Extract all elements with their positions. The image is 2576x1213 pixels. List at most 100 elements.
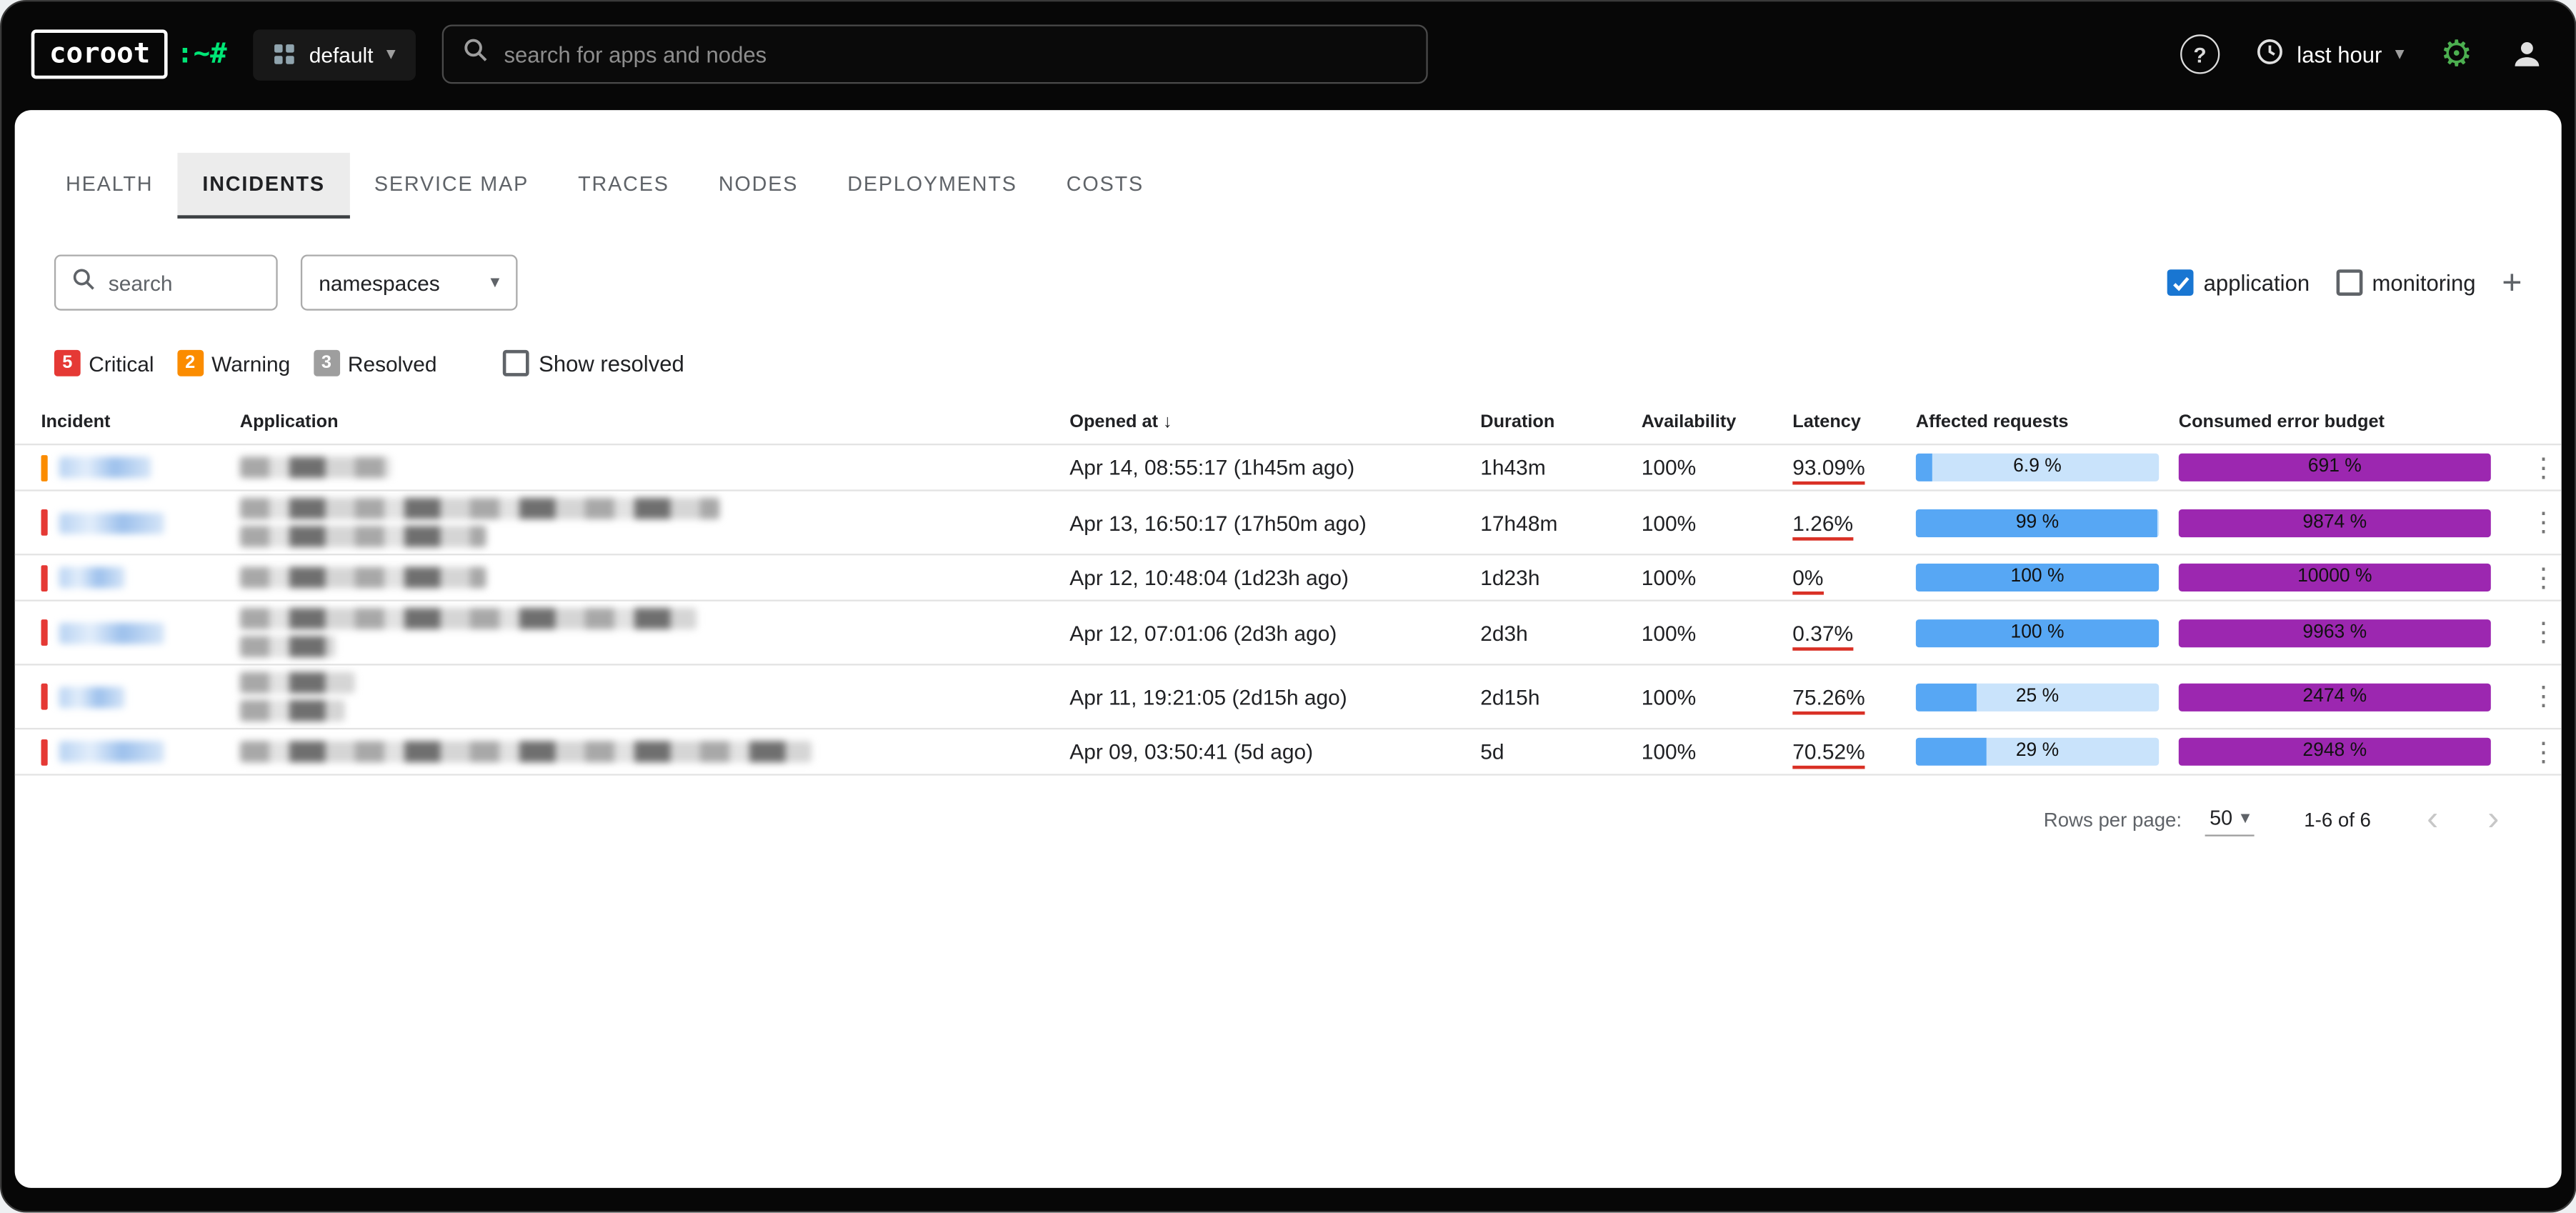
col-duration: Duration xyxy=(1480,412,1555,432)
tab-deployments[interactable]: DEPLOYMENTS xyxy=(847,172,1017,196)
opened-at-cell: Apr 12, 10:48:04 (1d23h ago) xyxy=(1069,565,1349,590)
incident-id-redacted[interactable] xyxy=(59,511,165,534)
incident-id-redacted[interactable] xyxy=(59,741,165,763)
incident-id-redacted[interactable] xyxy=(59,456,151,479)
resolved-count-badge: 3 xyxy=(313,349,340,376)
application-checkbox[interactable] xyxy=(2167,269,2194,296)
application-name-redacted[interactable] xyxy=(239,497,720,519)
time-range-picker[interactable]: last hour ▾ xyxy=(2256,38,2405,71)
tab-health[interactable]: HEALTH xyxy=(66,172,154,196)
show-resolved-checkbox[interactable] xyxy=(502,349,529,376)
row-menu-button[interactable]: ⋮ xyxy=(2530,509,2557,538)
incidents-table: Incident Application Opened at ↓ Duration… xyxy=(14,412,2562,776)
monitoring-checkbox[interactable] xyxy=(2335,269,2362,296)
availability-cell: 100% xyxy=(1641,684,1697,709)
sort-desc-icon[interactable]: ↓ xyxy=(1162,412,1172,432)
tab-costs[interactable]: COSTS xyxy=(1066,172,1144,196)
page-range-label: 1-6 of 6 xyxy=(2304,807,2371,831)
row-menu-button[interactable]: ⋮ xyxy=(2530,454,2557,483)
row-menu-button[interactable]: ⋮ xyxy=(2530,619,2557,648)
opened-at-cell: Apr 12, 07:01:06 (2d3h ago) xyxy=(1069,620,1337,645)
project-selector[interactable]: default ▾ xyxy=(253,29,416,80)
incident-id-redacted[interactable] xyxy=(59,686,125,708)
coroot-logo[interactable]: coroot :~# xyxy=(31,29,227,79)
row-menu-button[interactable]: ⋮ xyxy=(2530,564,2557,593)
duration-cell: 1h43m xyxy=(1480,455,1546,480)
application-name-redacted[interactable] xyxy=(239,566,486,589)
global-search-input[interactable] xyxy=(504,41,1407,67)
application-name-redacted[interactable] xyxy=(239,741,812,763)
global-search xyxy=(441,24,1428,84)
namespaces-select[interactable]: namespaces ▾ xyxy=(300,254,518,311)
opened-at-cell: Apr 13, 16:50:17 (17h50m ago) xyxy=(1069,510,1367,535)
col-opened-at[interactable]: Opened at ↓ xyxy=(1069,412,1172,432)
nav-tabs: HEALTH INCIDENTS SERVICE MAP TRACES NODE… xyxy=(15,110,2562,219)
opened-at-cell: Apr 11, 19:21:05 (2d15h ago) xyxy=(1069,684,1347,709)
error-budget-label: 2474 % xyxy=(2302,686,2367,706)
table-row[interactable]: Apr 11, 19:21:05 (2d15h ago) 2d15h 100% … xyxy=(14,664,2562,728)
application-name-redacted[interactable] xyxy=(239,636,336,657)
application-name-redacted[interactable] xyxy=(239,699,345,722)
table-row[interactable]: Apr 14, 08:55:17 (1h45m ago) 1h43m 100% … xyxy=(14,444,2562,489)
previous-page-button[interactable]: ‹ xyxy=(2427,800,2439,838)
latency-link[interactable]: 0.37% xyxy=(1792,620,1854,650)
opened-at-cell: Apr 14, 08:55:17 (1h45m ago) xyxy=(1069,455,1355,480)
topbar-actions: ? last hour ▾ ⚙ xyxy=(2180,34,2545,74)
col-application: Application xyxy=(239,412,339,432)
application-name-redacted[interactable] xyxy=(239,456,391,479)
latency-link[interactable]: 1.26% xyxy=(1792,510,1854,540)
affected-requests-bar: 99 % xyxy=(1915,508,2160,536)
incident-id-redacted[interactable] xyxy=(59,622,165,644)
availability-cell: 100% xyxy=(1641,455,1697,480)
latency-link[interactable]: 93.09% xyxy=(1792,455,1865,485)
affected-requests-label: 25 % xyxy=(2015,686,2060,706)
application-name-redacted[interactable] xyxy=(239,608,697,629)
duration-cell: 2d15h xyxy=(1480,684,1540,709)
tab-traces[interactable]: TRACES xyxy=(578,172,669,196)
table-row[interactable]: Apr 12, 10:48:04 (1d23h ago) 1d23h 100% … xyxy=(14,554,2562,599)
category-toggles: application monitoring + xyxy=(2167,264,2522,302)
incident-id-redacted[interactable] xyxy=(59,566,125,589)
clock-icon xyxy=(2256,38,2284,71)
col-availability: Availability xyxy=(1641,412,1737,432)
add-category-button[interactable]: + xyxy=(2502,264,2522,302)
severity-bar xyxy=(41,509,48,536)
rows-per-page-select[interactable]: 50 ▾ xyxy=(2205,802,2255,837)
latency-link[interactable]: 70.52% xyxy=(1792,739,1865,769)
error-budget-bar: 10000 % xyxy=(2178,563,2491,591)
pagination: Rows per page: 50 ▾ 1-6 of 6 ‹ › xyxy=(77,800,2500,838)
severity-bar xyxy=(41,454,48,481)
application-name-redacted[interactable] xyxy=(239,672,355,694)
severity-bar xyxy=(41,564,48,591)
project-icon xyxy=(273,43,296,66)
namespaces-label: namespaces xyxy=(319,270,440,295)
latency-link[interactable]: 0% xyxy=(1792,565,1824,595)
next-page-button[interactable]: › xyxy=(2487,800,2500,838)
gear-icon[interactable]: ⚙ xyxy=(2440,33,2473,74)
affected-requests-label: 99 % xyxy=(2015,511,2060,532)
table-row[interactable]: Apr 09, 03:50:41 (5d ago) 5d 100% 70.52%… xyxy=(14,727,2562,774)
error-budget-bar: 2474 % xyxy=(2178,682,2491,711)
tab-service-map[interactable]: SERVICE MAP xyxy=(374,172,529,196)
latency-link[interactable]: 75.26% xyxy=(1792,684,1865,714)
tab-incidents[interactable]: INCIDENTS xyxy=(177,152,350,219)
application-name-redacted[interactable] xyxy=(239,526,486,547)
chevron-down-icon: ▾ xyxy=(386,43,396,64)
opened-at-cell: Apr 09, 03:50:41 (5d ago) xyxy=(1069,739,1314,764)
affected-requests-fill xyxy=(1915,508,2157,536)
tab-nodes[interactable]: NODES xyxy=(718,172,799,196)
row-menu-button[interactable]: ⋮ xyxy=(2530,738,2557,767)
duration-cell: 2d3h xyxy=(1480,620,1528,645)
help-icon[interactable]: ? xyxy=(2180,34,2220,74)
table-row[interactable]: Apr 13, 16:50:17 (17h50m ago) 17h48m 100… xyxy=(14,489,2562,554)
incident-search-input[interactable] xyxy=(108,270,260,295)
row-menu-button[interactable]: ⋮ xyxy=(2530,683,2557,712)
user-icon[interactable] xyxy=(2509,36,2545,73)
project-label: default xyxy=(309,41,374,67)
duration-cell: 17h48m xyxy=(1480,510,1558,535)
table-row[interactable]: Apr 12, 07:01:06 (2d3h ago) 2d3h 100% 0.… xyxy=(14,599,2562,664)
table-header: Incident Application Opened at ↓ Duration… xyxy=(15,412,2562,444)
show-resolved-label: Show resolved xyxy=(539,351,684,376)
logo-prompt: :~# xyxy=(176,37,227,71)
affected-requests-fill xyxy=(1915,737,1987,766)
